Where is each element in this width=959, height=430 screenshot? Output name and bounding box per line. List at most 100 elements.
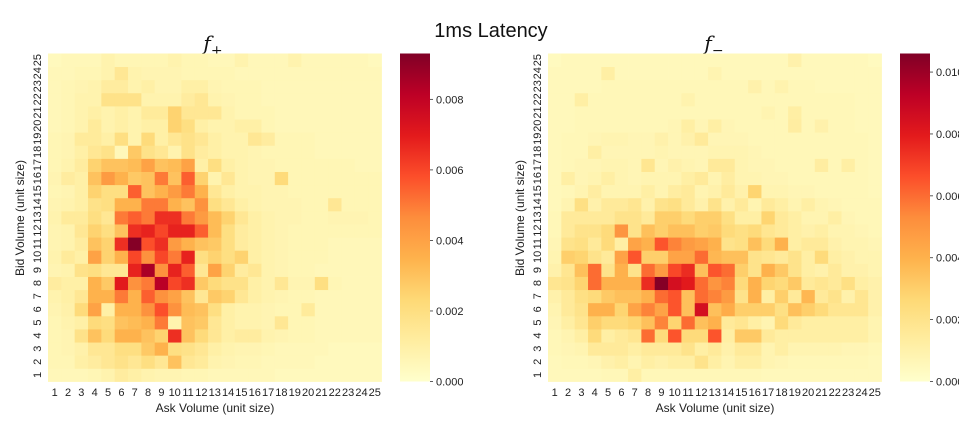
x-tick-label: 22: [829, 387, 841, 399]
heatmap-cell: [721, 368, 736, 382]
colorbar-tick-label: 0.008: [936, 129, 959, 141]
heatmap-cell: [588, 237, 602, 251]
heatmap-cell: [628, 53, 642, 68]
heatmap-cell: [261, 289, 276, 304]
y-tick-label: 14: [532, 198, 544, 210]
x-axis-label: Ask Volume (unit size): [156, 401, 275, 415]
heatmap-cell: [561, 105, 576, 120]
heatmap-cell: [694, 79, 709, 94]
heatmap-cell: [668, 158, 682, 172]
heatmap-cell: [654, 237, 669, 251]
heatmap-cell: [668, 119, 682, 133]
heatmap-cell: [301, 197, 316, 212]
y-tick-label: 22: [532, 93, 544, 105]
heatmap-cell: [734, 53, 749, 68]
heatmap-cell: [588, 145, 602, 159]
heatmap-cell: [234, 171, 249, 186]
heatmap-cell: [734, 342, 749, 356]
heatmap-cell: [354, 329, 369, 343]
heatmap-cell: [88, 289, 102, 304]
heatmap-cell: [681, 92, 696, 107]
heatmap-cell: [774, 302, 789, 317]
heatmap-cell: [588, 184, 602, 199]
heatmap-cell: [74, 289, 89, 304]
heatmap-cell: [48, 105, 62, 120]
heatmap-cell: [801, 276, 816, 291]
colorbar: [900, 53, 930, 382]
heatmap-cell: [574, 119, 589, 133]
heatmap-cell: [48, 355, 62, 369]
heatmap-cell: [561, 92, 576, 107]
heatmap-cell: [208, 276, 222, 291]
heatmap-cell: [681, 237, 696, 251]
heatmap-cell: [181, 119, 196, 133]
heatmap-cell: [328, 197, 342, 212]
heatmap-cell: [368, 53, 382, 68]
heatmap-cell: [841, 197, 856, 212]
heatmap-cell: [88, 263, 102, 277]
heatmap-cell: [694, 210, 709, 225]
heatmap-cell: [248, 368, 262, 382]
heatmap-cell: [234, 289, 249, 304]
heatmap-cell: [854, 158, 869, 172]
heatmap-cell: [828, 184, 842, 199]
heatmap-cell: [721, 92, 736, 107]
heatmap-cell: [574, 224, 589, 238]
heatmap-cell: [128, 276, 142, 291]
x-tick-label: 12: [195, 387, 207, 399]
heatmap-cell: [194, 119, 209, 133]
heatmap-cell: [48, 53, 62, 68]
heatmap-cell: [694, 237, 709, 251]
heatmap-cell: [654, 302, 669, 317]
heatmap-cell: [654, 197, 669, 212]
heatmap-cell: [641, 210, 656, 225]
heatmap-cell: [128, 368, 142, 382]
heatmap-cell: [548, 184, 562, 199]
y-tick-label: 16: [532, 172, 544, 184]
heatmap-cell: [154, 119, 169, 133]
x-tick-label: 23: [342, 387, 354, 399]
heatmap-cell: [234, 53, 249, 68]
heatmap-cell: [654, 132, 669, 146]
y-axis-label: Bid Volume (unit size): [513, 160, 527, 276]
heatmap-cell: [48, 237, 62, 251]
heatmap-cell: [248, 237, 262, 251]
heatmap-cell: [154, 105, 169, 120]
heatmap-cell: [761, 224, 776, 238]
heatmap-cell: [88, 210, 102, 225]
heatmap-cell: [601, 368, 616, 382]
heatmap-cell: [368, 210, 382, 225]
heatmap-cell: [641, 66, 656, 81]
heatmap-cell: [641, 145, 656, 159]
heatmap-cell: [814, 263, 829, 277]
heatmap-cell: [168, 342, 182, 356]
heatmap-cell: [368, 276, 382, 291]
y-tick-label: 5: [32, 319, 44, 325]
heatmap-cell: [221, 329, 236, 343]
heatmap-cell: [288, 66, 302, 81]
heatmap-cell: [208, 92, 222, 107]
heatmap-cell: [301, 302, 316, 317]
heatmap-cell: [828, 302, 842, 317]
heatmap-cell: [548, 355, 562, 369]
heatmap-cell: [761, 329, 776, 343]
heatmap-cell: [614, 158, 629, 172]
heatmap-cell: [854, 302, 869, 317]
heatmap-cell: [774, 92, 789, 107]
heatmap-cell: [854, 368, 869, 382]
heatmap-cell: [114, 171, 129, 186]
y-tick-label: 8: [32, 280, 44, 286]
heatmap-cell: [274, 237, 289, 251]
heatmap-cell: [841, 237, 856, 251]
heatmap-cell: [141, 105, 156, 120]
heatmap-cell: [61, 158, 76, 172]
heatmap-cell: [194, 368, 209, 382]
heatmap-cell: [561, 315, 576, 330]
heatmap-cell: [328, 210, 342, 225]
heatmap-cell: [141, 342, 156, 356]
heatmap-cell: [368, 197, 382, 212]
heatmap-cell: [101, 289, 116, 304]
heatmap-cell: [614, 66, 629, 81]
heatmap-cell: [61, 92, 76, 107]
heatmap-cell: [368, 66, 382, 81]
